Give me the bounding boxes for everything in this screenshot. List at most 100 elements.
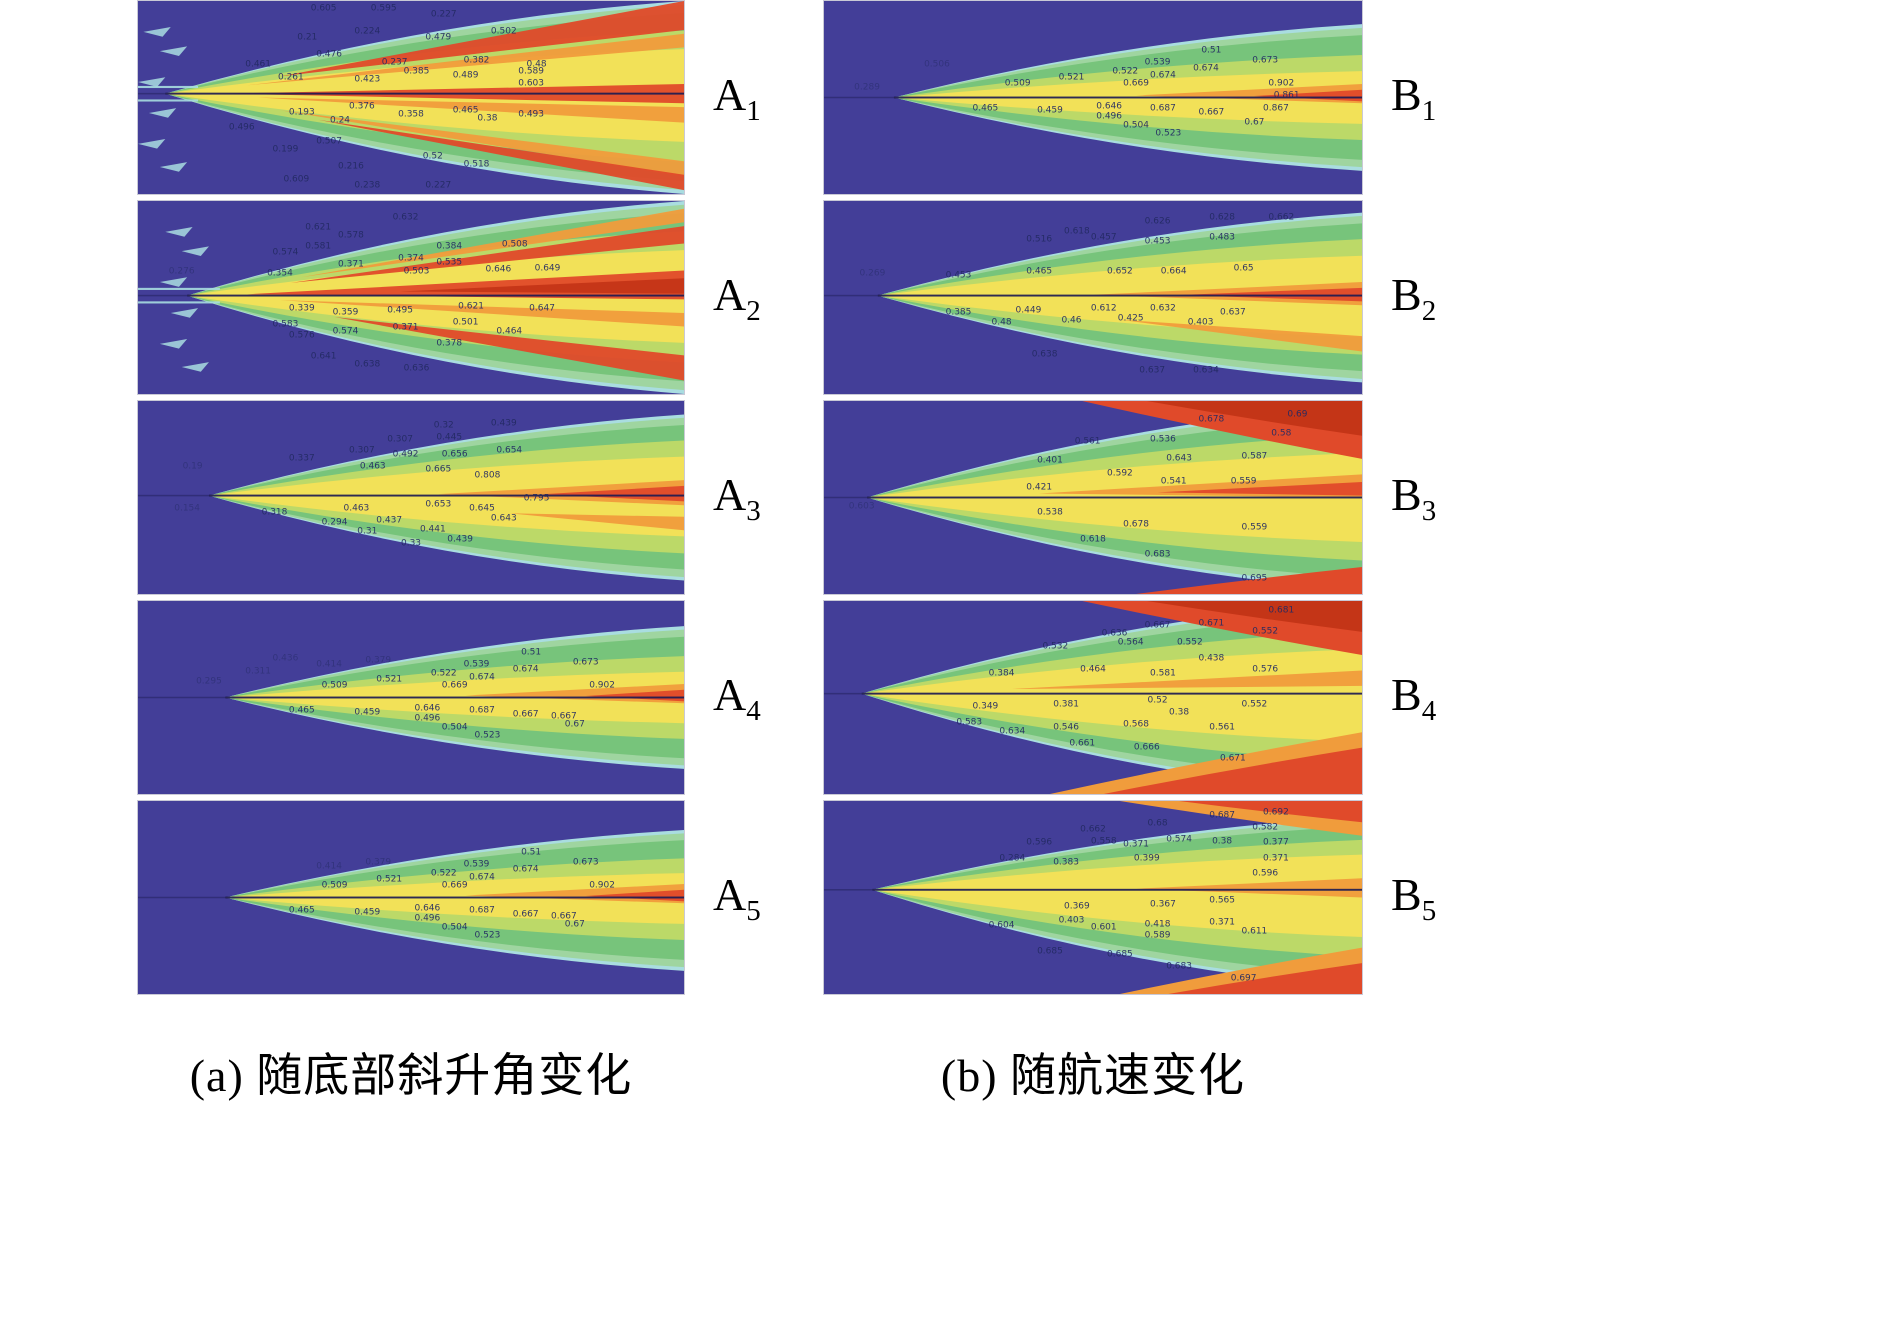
contour-value-label: 0.673 <box>572 657 599 668</box>
contour-value-label: 0.67 <box>564 719 585 730</box>
contour-value-label: 0.464 <box>1080 664 1106 675</box>
contour-value-label: 0.861 <box>1273 90 1300 101</box>
contour-value-label: 0.33 <box>400 538 422 549</box>
contour-value-label: 0.495 <box>387 305 413 316</box>
contour-value-label: 0.378 <box>436 338 463 349</box>
panel-row: 0.506 0.289 0.51 0.539 0.673 0.522 0.674 0.674 0… <box>823 0 1436 195</box>
contour-value-label: 0.449 <box>1015 305 1042 316</box>
contour-value-label: 0.371 <box>338 259 364 270</box>
wake-contour-plot <box>824 801 1362 994</box>
contour-value-label: 0.421 <box>1026 482 1053 493</box>
contour-value-label: 0.522 <box>430 668 457 679</box>
contour-value-label: 0.541 <box>1160 476 1187 487</box>
contour-value-label: 0.539 <box>463 859 490 870</box>
contour-value-label: 0.414 <box>316 659 342 670</box>
contour-value-label: 0.461 <box>245 59 271 70</box>
contour-value-label: 0.538 <box>1037 507 1063 518</box>
contour-value-label: 0.574 <box>1166 834 1192 845</box>
contour-value-label: 0.38 <box>477 113 498 124</box>
contour-value-label: 0.453 <box>1144 236 1171 247</box>
contour-value-label: 0.674 <box>469 872 495 883</box>
contour-value-label: 0.457 <box>1090 232 1117 243</box>
contour-value-label: 0.687 <box>1150 103 1176 114</box>
contour-value-label: 0.559 <box>1241 522 1268 533</box>
contour-value-label: 0.641 <box>310 351 337 362</box>
panel-row: 0.436 0.414 0.379 0.311 0.295 0.51 0.539 0.673 0… <box>137 600 761 795</box>
contour-value-label: 0.504 <box>1123 120 1149 131</box>
panel-row: 0.414 0.379 0.51 0.539 0.673 0.522 0.674 0.674 0… <box>137 800 761 995</box>
contour-value-label: 0.561 <box>1209 722 1235 733</box>
contour-value-label: 0.502 <box>490 26 517 37</box>
contour-value-label: 0.193 <box>288 107 315 118</box>
contour-value-label: 0.199 <box>272 144 299 155</box>
panel-row: 0.626 0.628 0.662 0.618 0.516 0.457 0.453 0.483… <box>823 200 1436 395</box>
figure-column-a: 0.605 0.595 0.227 0.224 0.21 0.479 0.502 0.461 0… <box>137 0 761 1105</box>
panel-label-subscript: 5 <box>1421 894 1437 927</box>
contour-value-label: 0.379 <box>365 655 392 666</box>
contour-value-label: 0.669 <box>441 880 468 891</box>
contour-value-label: 0.349 <box>972 701 999 712</box>
contour-value-label: 0.574 <box>272 247 299 258</box>
contour-value-label: 0.808 <box>474 470 501 481</box>
contour-value-label: 0.48 <box>991 317 1012 328</box>
contour-value-label: 0.609 <box>283 174 310 185</box>
contour-value-label: 0.24 <box>329 115 351 126</box>
contour-value-label: 0.383 <box>1053 857 1079 868</box>
contour-value-label: 0.52 <box>422 151 443 162</box>
contour-value-label: 0.652 <box>1107 266 1133 277</box>
contour-value-label: 0.58 <box>1271 428 1292 439</box>
contour-value-label: 0.374 <box>398 253 424 264</box>
contour-value-label: 0.611 <box>1241 926 1268 937</box>
contour-value-label: 0.476 <box>316 49 342 60</box>
panel-label-letter: B <box>1391 668 1422 720</box>
contour-value-label: 0.65 <box>1233 263 1254 274</box>
contour-value-label: 0.568 <box>1123 719 1149 730</box>
contour-value-label: 0.154 <box>174 503 201 514</box>
contour-value-label: 0.509 <box>321 880 348 891</box>
wake-contour-plot <box>138 401 684 594</box>
contour-value-label: 0.867 <box>1263 103 1289 114</box>
contour-value-label: 0.583 <box>956 717 983 728</box>
contour-value-label: 0.439 <box>447 534 474 545</box>
contour-value-label: 0.439 <box>490 418 517 429</box>
contour-value-label: 0.692 <box>1263 807 1289 818</box>
contour-value-label: 0.662 <box>1080 824 1106 835</box>
contour-panel-b1: 0.506 0.289 0.51 0.539 0.673 0.522 0.674 0.674 0… <box>823 0 1363 195</box>
contour-value-label: 0.31 <box>357 526 378 537</box>
panel-label-letter: A <box>713 868 747 920</box>
contour-value-label: 0.666 <box>1133 742 1160 753</box>
panel-label-b1: B1 <box>1391 67 1436 127</box>
contour-value-label: 0.536 <box>1150 434 1176 445</box>
panel-row: 0.32 0.439 0.307 0.445 0.337 0.307 0.492 0.656 0… <box>137 400 761 595</box>
contour-value-label: 0.795 <box>523 493 550 504</box>
contour-value-label: 0.38 <box>1169 707 1190 718</box>
wake-contour-plot <box>824 401 1362 594</box>
panel-row: 0.692 0.687 0.68 0.662 0.582 0.596 0.558 0.371 0… <box>823 800 1436 995</box>
contour-value-label: 0.307 <box>387 434 413 445</box>
panel-label-a4: A4 <box>713 667 761 727</box>
wake-contour-plot <box>138 801 684 994</box>
contour-value-label: 0.632 <box>1150 303 1176 314</box>
contour-value-label: 0.384 <box>436 241 463 252</box>
panel-label-letter: B <box>1391 268 1422 320</box>
contour-value-label: 0.399 <box>1133 853 1160 864</box>
contour-value-label: 0.371 <box>1123 839 1149 850</box>
contour-value-label: 0.637 <box>1219 307 1246 318</box>
contour-value-label: 0.67 <box>564 919 585 930</box>
contour-value-label: 0.592 <box>1107 468 1133 479</box>
contour-value-label: 0.681 <box>1268 605 1295 616</box>
panel-label-a2: A2 <box>713 267 761 327</box>
contour-value-label: 0.596 <box>1026 837 1053 848</box>
contour-value-label: 0.385 <box>945 307 972 318</box>
contour-value-label: 0.465 <box>288 705 315 716</box>
contour-value-label: 0.674 <box>1150 70 1176 81</box>
contour-value-label: 0.678 <box>1123 519 1149 530</box>
contour-value-label: 0.371 <box>1263 853 1289 864</box>
contour-value-label: 0.667 <box>512 709 539 720</box>
panel-row: 0.632 0.621 0.578 0.574 0.581 0.384 0.508 0.371… <box>137 200 761 395</box>
contour-value-label: 0.496 <box>414 713 441 724</box>
contour-value-label: 0.318 <box>261 507 288 518</box>
contour-value-label: 0.561 <box>1074 436 1101 447</box>
contour-value-label: 0.664 <box>1160 266 1187 277</box>
panel-label-subscript: 3 <box>1421 494 1437 527</box>
